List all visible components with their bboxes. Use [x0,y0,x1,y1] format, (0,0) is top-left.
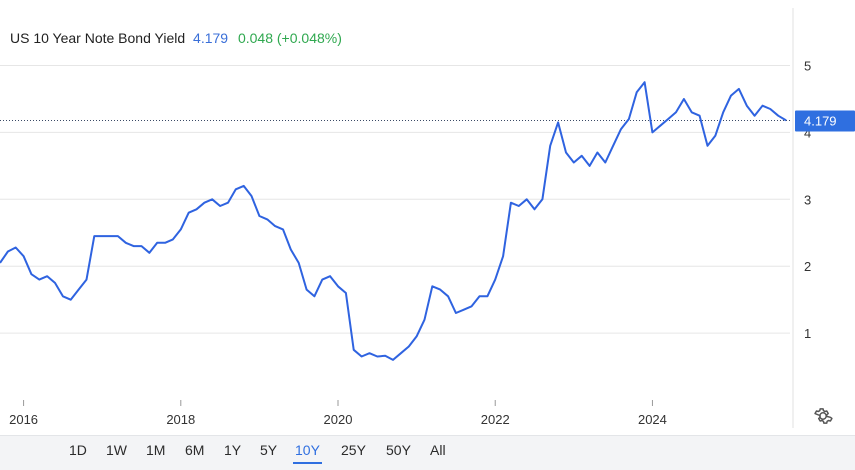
x-tick-label: 2022 [481,412,510,427]
timeframe-toolbar: 1D 1W 1M 6M 1Y 5Y 10Y 25Y 50Y All [0,435,855,470]
series-line [0,82,786,360]
timeframe-1y[interactable]: 1Y [222,442,243,462]
x-tick-label: 2016 [9,412,38,427]
x-tick-label: 2020 [324,412,353,427]
timeframe-25y[interactable]: 25Y [339,442,368,462]
timeframe-1w[interactable]: 1W [104,442,129,462]
timeframe-all[interactable]: All [428,442,448,462]
timeframe-5y[interactable]: 5Y [258,442,279,462]
timeframe-50y[interactable]: 50Y [384,442,413,462]
y-tick-label: 1 [804,326,811,341]
last-value-label: 4.179 [804,113,837,128]
timeframe-6m[interactable]: 6M [183,442,206,462]
y-tick-label: 5 [804,59,811,74]
instrument-name: US 10 Year Note Bond Yield [10,30,185,46]
timeframe-1d[interactable]: 1D [67,442,89,462]
timeframe-1m[interactable]: 1M [144,442,167,462]
x-tick-label: 2018 [166,412,195,427]
chart-header: US 10 Year Note Bond Yield 4.179 0.048 (… [10,30,342,46]
timeframe-10y[interactable]: 10Y [293,442,322,464]
price-change: 0.048 (+0.048%) [238,30,342,46]
last-price: 4.179 [193,30,228,46]
y-tick-label: 3 [804,192,811,207]
y-tick-label: 2 [804,259,811,274]
x-tick-label: 2024 [638,412,667,427]
gear-icon[interactable] [812,405,834,427]
